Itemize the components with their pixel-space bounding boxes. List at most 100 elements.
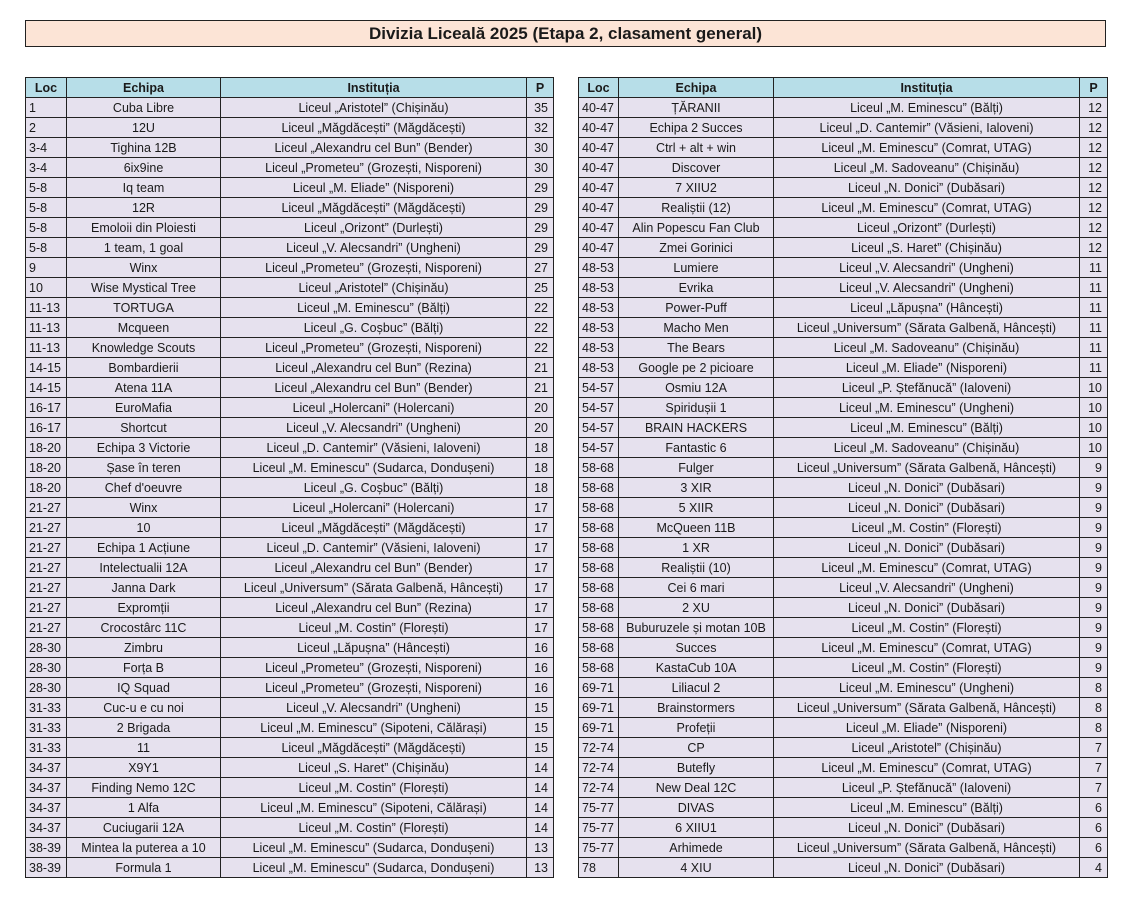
cell-points: 21 xyxy=(526,377,554,398)
cell-points: 20 xyxy=(526,417,554,438)
table-row: 11-13 TORTUGA Liceul „M. Eminescu” (Bălți)… xyxy=(25,297,554,318)
cell-loc: 5-8 xyxy=(25,217,67,238)
cell-institutia: Liceul „Alexandru cel Bun” (Rezina) xyxy=(220,597,527,618)
cell-loc: 1 xyxy=(25,97,67,118)
cell-institutia: Liceul „N. Donici” (Dubăsari) xyxy=(773,817,1080,838)
cell-points: 11 xyxy=(1079,297,1108,318)
cell-points: 10 xyxy=(1079,437,1108,458)
cell-echipa: Knowledge Scouts xyxy=(66,337,221,358)
cell-echipa: 10 xyxy=(66,517,221,538)
table-row: 75-77 DIVAS Liceul „M. Eminescu” (Bălți) 6 xyxy=(578,797,1108,818)
cell-loc: 31-33 xyxy=(25,717,67,738)
table-row: 58-68 3 XIR Liceul „N. Donici” (Dubăsari) 9 xyxy=(578,477,1108,498)
cell-points: 17 xyxy=(526,557,554,578)
cell-points: 12 xyxy=(1079,97,1108,118)
table-row: 31-33 11 Liceul „Măgdăcești” (Măgdăcești) 1… xyxy=(25,737,554,758)
table-row: 58-68 KastaCub 10A Liceul „M. Costin” (Flo… xyxy=(578,657,1108,678)
cell-institutia: Liceul „Măgdăcești” (Măgdăcești) xyxy=(220,117,527,138)
cell-echipa: Cuciugarii 12A xyxy=(66,817,221,838)
cell-points: 9 xyxy=(1079,577,1108,598)
cell-points: 6 xyxy=(1079,837,1108,858)
cell-echipa: Realiștii (10) xyxy=(618,557,774,578)
cell-loc: 58-68 xyxy=(578,497,619,518)
cell-loc: 21-27 xyxy=(25,597,67,618)
cell-institutia: Liceul „M. Costin” (Florești) xyxy=(220,777,527,798)
cell-echipa: Janna Dark xyxy=(66,577,221,598)
table-row: 21-27 Janna Dark Liceul „Universum” (Sărat… xyxy=(25,577,554,598)
table-row: 48-53 Evrika Liceul „V. Alecsandri” (Unghe… xyxy=(578,277,1108,298)
table-row: 5-8 1 team, 1 goal Liceul „V. Alecsandri” … xyxy=(25,237,554,258)
cell-institutia: Liceul „M. Costin” (Florești) xyxy=(773,617,1080,638)
cell-points: 18 xyxy=(526,477,554,498)
cell-loc: 72-74 xyxy=(578,757,619,778)
cell-echipa: 4 XIU xyxy=(618,857,774,878)
table-row: 58-68 5 XIIR Liceul „N. Donici” (Dubăsari)… xyxy=(578,497,1108,518)
table-row: 72-74 New Deal 12C Liceul „P. Ștefănucă” (… xyxy=(578,777,1108,798)
cell-institutia: Liceul „M. Eminescu” (Comrat, UTAG) xyxy=(773,637,1080,658)
cell-loc: 48-53 xyxy=(578,297,619,318)
cell-loc: 75-77 xyxy=(578,837,619,858)
table-row: 54-57 Spiridușii 1 Liceul „M. Eminescu” (U… xyxy=(578,397,1108,418)
cell-points: 17 xyxy=(526,597,554,618)
cell-echipa: Buburuzele și motan 10B xyxy=(618,617,774,638)
cell-points: 12 xyxy=(1079,197,1108,218)
table-row: 40-47 ȚĂRANII Liceul „M. Eminescu” (Bălți)… xyxy=(578,97,1108,118)
cell-institutia: Liceul „Alexandru cel Bun” (Bender) xyxy=(220,377,527,398)
cell-loc: 28-30 xyxy=(25,657,67,678)
table-header: Loc Echipa Instituția P xyxy=(25,77,554,98)
cell-institutia: Liceul „Prometeu” (Grozești, Nisporeni) xyxy=(220,677,527,698)
cell-points: 17 xyxy=(526,497,554,518)
cell-loc: 48-53 xyxy=(578,317,619,338)
cell-points: 15 xyxy=(526,697,554,718)
cell-loc: 3-4 xyxy=(25,157,67,178)
cell-points: 9 xyxy=(1079,537,1108,558)
cell-echipa: Tighina 12B xyxy=(66,137,221,158)
cell-points: 21 xyxy=(526,357,554,378)
cell-loc: 40-47 xyxy=(578,237,619,258)
cell-loc: 34-37 xyxy=(25,797,67,818)
cell-echipa: Cuc-u e cu noi xyxy=(66,697,221,718)
cell-loc: 72-74 xyxy=(578,737,619,758)
cell-echipa: 6ix9ine xyxy=(66,157,221,178)
cell-points: 9 xyxy=(1079,597,1108,618)
table-row: 48-53 The Bears Liceul „M. Sadoveanu” (Chi… xyxy=(578,337,1108,358)
table-row: 14-15 Atena 11A Liceul „Alexandru cel Bun”… xyxy=(25,377,554,398)
cell-institutia: Liceul „Universum” (Sărata Galbenă, Hânc… xyxy=(220,577,527,598)
cell-institutia: Liceul „M. Eliade” (Nisporeni) xyxy=(773,717,1080,738)
table-row: 3-4 Tighina 12B Liceul „Alexandru cel Bun”… xyxy=(25,137,554,158)
cell-echipa: McQueen 11B xyxy=(618,517,774,538)
cell-points: 35 xyxy=(526,97,554,118)
header-p: P xyxy=(1079,77,1108,98)
cell-institutia: Liceul „M. Sadoveanu” (Chișinău) xyxy=(773,157,1080,178)
cell-echipa: Spiridușii 1 xyxy=(618,397,774,418)
cell-institutia: Liceul „M. Eliade” (Nisporeni) xyxy=(220,177,527,198)
cell-institutia: Liceul „M. Eminescu” (Ungheni) xyxy=(773,397,1080,418)
cell-points: 14 xyxy=(526,757,554,778)
cell-echipa: Crocostârc 11C xyxy=(66,617,221,638)
cell-echipa: Finding Nemo 12C xyxy=(66,777,221,798)
cell-loc: 14-15 xyxy=(25,357,67,378)
cell-institutia: Liceul „Universum” (Sărata Galbenă, Hânc… xyxy=(773,457,1080,478)
table-row: 18-20 Șase în teren Liceul „M. Eminescu” (… xyxy=(25,457,554,478)
cell-institutia: Liceul „M. Eminescu” (Sudarca, Dondușeni… xyxy=(220,837,527,858)
cell-institutia: Liceul „V. Alecsandri” (Ungheni) xyxy=(220,417,527,438)
cell-institutia: Liceul „V. Alecsandri” (Ungheni) xyxy=(773,257,1080,278)
table-row: 34-37 1 Alfa Liceul „M. Eminescu” (Sipoten… xyxy=(25,797,554,818)
cell-institutia: Liceul „N. Donici” (Dubăsari) xyxy=(773,537,1080,558)
cell-institutia: Liceul „Alexandru cel Bun” (Rezina) xyxy=(220,357,527,378)
table-row: 14-15 Bombardierii Liceul „Alexandru cel B… xyxy=(25,357,554,378)
table-row: 48-53 Power-Puff Liceul „Lăpușna” (Hânceșt… xyxy=(578,297,1108,318)
cell-echipa: Discover xyxy=(618,157,774,178)
table-row: 34-37 X9Y1 Liceul „S. Haret” (Chișinău) 14 xyxy=(25,757,554,778)
table-row: 75-77 Arhimede Liceul „Universum” (Sărata … xyxy=(578,837,1108,858)
table-row: 16-17 EuroMafia Liceul „Holercani” (Holerc… xyxy=(25,397,554,418)
table-row: 54-57 Fantastic 6 Liceul „M. Sadoveanu” (C… xyxy=(578,437,1108,458)
cell-points: 6 xyxy=(1079,817,1108,838)
cell-loc: 69-71 xyxy=(578,697,619,718)
cell-echipa: BRAIN HACKERS xyxy=(618,417,774,438)
cell-points: 25 xyxy=(526,277,554,298)
table-row: 58-68 Buburuzele și motan 10B Liceul „M. C… xyxy=(578,617,1108,638)
cell-points: 6 xyxy=(1079,797,1108,818)
cell-institutia: Liceul „Aristotel” (Chișinău) xyxy=(220,97,527,118)
table-row: 38-39 Formula 1 Liceul „M. Eminescu” (Suda… xyxy=(25,857,554,878)
